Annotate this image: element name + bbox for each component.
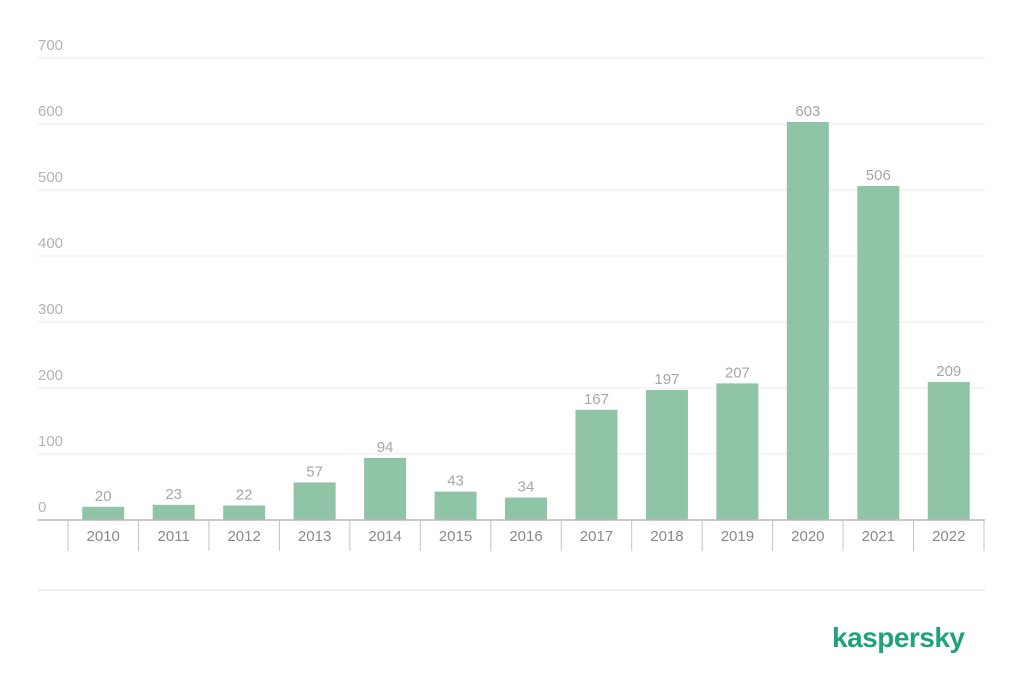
bar [927, 382, 970, 520]
x-tick-label: 2011 [158, 528, 190, 545]
value-label: 167 [584, 391, 609, 408]
kaspersky-logo: kaspersky [832, 622, 965, 653]
x-tick-label: 2020 [791, 528, 824, 545]
value-label: 94 [377, 439, 394, 456]
bar [645, 389, 688, 520]
y-tick-label: 400 [38, 235, 63, 252]
x-tick-label: 2010 [87, 528, 120, 545]
x-tick-label: 2016 [509, 528, 542, 545]
bar [505, 497, 547, 520]
value-label: 43 [447, 473, 464, 490]
bars [82, 122, 970, 521]
y-tick-label: 100 [38, 433, 63, 450]
x-tick-label: 2015 [439, 528, 472, 545]
y-tick-label: 700 [38, 37, 63, 54]
bar [434, 491, 477, 520]
bar [152, 504, 195, 520]
value-label: 23 [165, 486, 182, 503]
y-tick-label: 600 [38, 103, 63, 120]
value-label: 209 [936, 363, 961, 380]
value-label: 20 [95, 488, 112, 505]
x-tick-label: 2021 [862, 528, 895, 545]
value-label: 207 [725, 364, 750, 381]
x-tick-label: 2022 [932, 528, 965, 545]
bar [82, 506, 125, 520]
y-tick-label: 200 [38, 367, 63, 384]
x-axis: 2010 2011 2012 2013 2014 2015 2016 2017 2018 2019… [38, 519, 985, 551]
bar [575, 409, 618, 520]
x-tick-label: 2018 [650, 528, 683, 545]
x-tick-label: 2019 [721, 528, 754, 545]
value-label: 22 [236, 486, 253, 503]
value-label: 506 [866, 167, 891, 184]
x-tick-label: 2013 [298, 528, 331, 545]
bar [223, 505, 266, 520]
x-tick-label: 2014 [368, 528, 401, 545]
bar [786, 122, 829, 521]
value-label: 603 [795, 103, 820, 120]
bar [293, 482, 336, 520]
bar [364, 457, 407, 520]
value-labels: 20 23 22 57 94 43 34 167 197 207 603 506 209 [95, 103, 961, 505]
value-label: 197 [654, 371, 679, 388]
bar [857, 186, 900, 521]
y-tick-label: 0 [38, 499, 46, 516]
x-tick-label: 2012 [227, 528, 260, 545]
x-tick-label: 2017 [580, 528, 613, 545]
y-tick-label: 500 [38, 169, 63, 186]
y-tick-label: 300 [38, 301, 63, 318]
y-axis-ticks: 0 100 200 300 400 500 600 700 [38, 37, 63, 516]
bar [716, 383, 759, 520]
value-label: 57 [306, 463, 323, 480]
grid-lines [38, 57, 985, 455]
value-label: 34 [518, 479, 535, 496]
